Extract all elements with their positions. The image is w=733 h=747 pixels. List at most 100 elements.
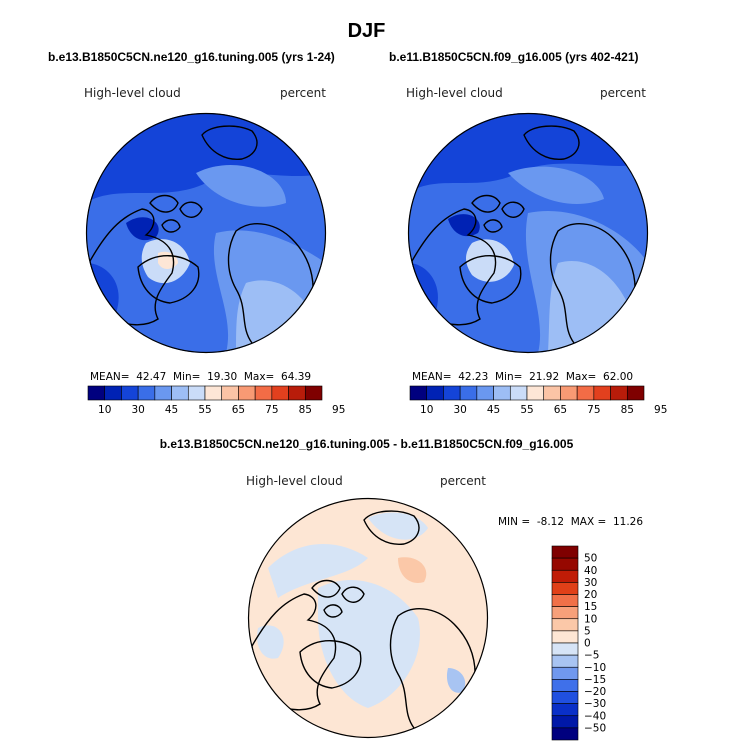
colorbar-tick-label: 85 — [621, 404, 634, 416]
colorbar-box — [551, 642, 579, 656]
panel-2-colorbar: 10 30 45 55 65 75 85 95 — [409, 385, 667, 416]
colorbar-box — [409, 385, 428, 401]
map-border — [247, 497, 489, 739]
colorbar-tick-label: 45 — [165, 404, 178, 416]
panel-2-mean-label: MEAN= — [412, 371, 452, 383]
difference-min-label: MIN = — [498, 516, 531, 528]
colorbar-box — [551, 582, 579, 595]
colorbar-box — [551, 569, 579, 583]
colorbar-box — [493, 385, 511, 401]
colorbar-box — [551, 618, 579, 632]
colorbar-tick-label: 10 — [420, 404, 433, 416]
colorbar-tick-label: −10 — [584, 662, 606, 674]
colorbar-box — [288, 385, 306, 401]
difference-title: b.e13.B1850C5CN.ne120_g16.tuning.005 - b… — [159, 437, 574, 451]
panel-2-stats: MEAN= 42.23 Min= 21.92 Max= 62.00 — [412, 371, 633, 383]
panel-1-stats: MEAN= 42.47 Min= 19.30 Max= 64.39 — [90, 371, 311, 383]
coastline — [161, 219, 181, 233]
difference-min-value: -8.12 — [536, 516, 565, 528]
coastline — [501, 201, 525, 218]
colorbar-box — [551, 606, 579, 620]
panel-1-colorbar: 10 30 45 55 65 75 85 95 — [87, 385, 345, 416]
field-patch — [318, 579, 420, 708]
panel-1-mean-label: MEAN= — [90, 371, 130, 383]
colorbar-box — [121, 385, 139, 401]
panel-2-max-label: Max= — [565, 371, 597, 383]
field-patch — [368, 512, 428, 540]
colorbar-box — [204, 385, 223, 401]
colorbar-box — [551, 679, 579, 692]
field-patch — [446, 668, 466, 693]
coastline — [179, 201, 203, 218]
panel-1-max-label: Max= — [243, 371, 275, 383]
difference-max-value: 11.26 — [612, 516, 644, 528]
panel-1-title: b.e13.B1850C5CN.ne120_g16.tuning.005 (yr… — [48, 50, 335, 64]
coastline — [149, 194, 179, 213]
colorbar-tick-label: 15 — [584, 601, 597, 613]
coastline — [137, 255, 200, 304]
colorbar-box — [551, 545, 579, 559]
colorbar-box — [526, 385, 545, 401]
colorbar-box — [254, 385, 273, 401]
colorbar-box — [238, 385, 256, 401]
colorbar-tick-label: −20 — [584, 686, 606, 698]
difference-units-label: percent — [440, 474, 486, 488]
field-patch — [398, 557, 427, 583]
colorbar-tick-label: 65 — [554, 404, 567, 416]
panel-1-min-label: Min= — [172, 371, 201, 383]
coastline — [341, 586, 365, 603]
colorbar-tick-label: 10 — [584, 613, 597, 625]
coastline — [201, 125, 258, 160]
colorbar-tick-label: 45 — [487, 404, 500, 416]
colorbar-tick-label: 30 — [584, 577, 597, 589]
panel-2-max-value: 62.00 — [603, 371, 634, 383]
coastline — [299, 640, 362, 689]
colorbar-box — [104, 385, 122, 401]
colorbar-box — [551, 654, 579, 668]
colorbar-box — [459, 385, 478, 401]
colorbar-tick-label: 40 — [584, 565, 597, 577]
colorbar-tick-label: 95 — [332, 404, 345, 416]
colorbar-tick-label: 65 — [232, 404, 245, 416]
colorbar-box — [271, 385, 289, 401]
colorbar-box — [221, 385, 239, 401]
coastline — [483, 219, 503, 233]
colorbar-box — [560, 385, 578, 401]
map-border — [85, 112, 327, 354]
panel-2-polar-map — [407, 112, 649, 354]
colorbar-box — [543, 385, 561, 401]
colorbar-box — [551, 703, 579, 717]
difference-max-label: MAX = — [570, 516, 607, 528]
colorbar-box — [551, 630, 579, 644]
colorbar-tick-label: 20 — [584, 589, 597, 601]
colorbar-box — [154, 385, 172, 401]
coastline — [459, 255, 522, 304]
field-patch — [268, 544, 368, 598]
colorbar-box — [443, 385, 461, 401]
colorbar-tick-label: −30 — [584, 698, 606, 710]
colorbar-tick-label: −40 — [584, 710, 606, 722]
difference-stats: MIN = -8.12 MAX = 11.26 — [498, 516, 643, 528]
colorbar-tick-label: 30 — [453, 404, 466, 416]
colorbar-tick-label: −5 — [584, 650, 599, 662]
field-patch — [508, 166, 604, 204]
field-patch — [466, 239, 514, 282]
colorbar-box — [187, 385, 206, 401]
colorbar-box — [551, 594, 579, 607]
colorbar-box — [551, 666, 579, 680]
panel-2-min-label: Min= — [494, 371, 523, 383]
coastline — [311, 579, 341, 598]
field-patch — [257, 625, 284, 659]
colorbar-box — [509, 385, 528, 401]
panel-1-mean-value: 42.47 — [136, 371, 167, 383]
coastline — [363, 510, 420, 545]
panel-1-polar-map — [85, 112, 327, 354]
panel-2-units-label: percent — [600, 86, 646, 100]
coastline — [523, 125, 580, 160]
figure-title: DJF — [347, 20, 386, 42]
colorbar-box — [551, 557, 579, 571]
colorbar-tick-label: 55 — [198, 404, 211, 416]
panel-1-min-value: 19.30 — [207, 371, 238, 383]
panel-2-mean-value: 42.23 — [458, 371, 489, 383]
